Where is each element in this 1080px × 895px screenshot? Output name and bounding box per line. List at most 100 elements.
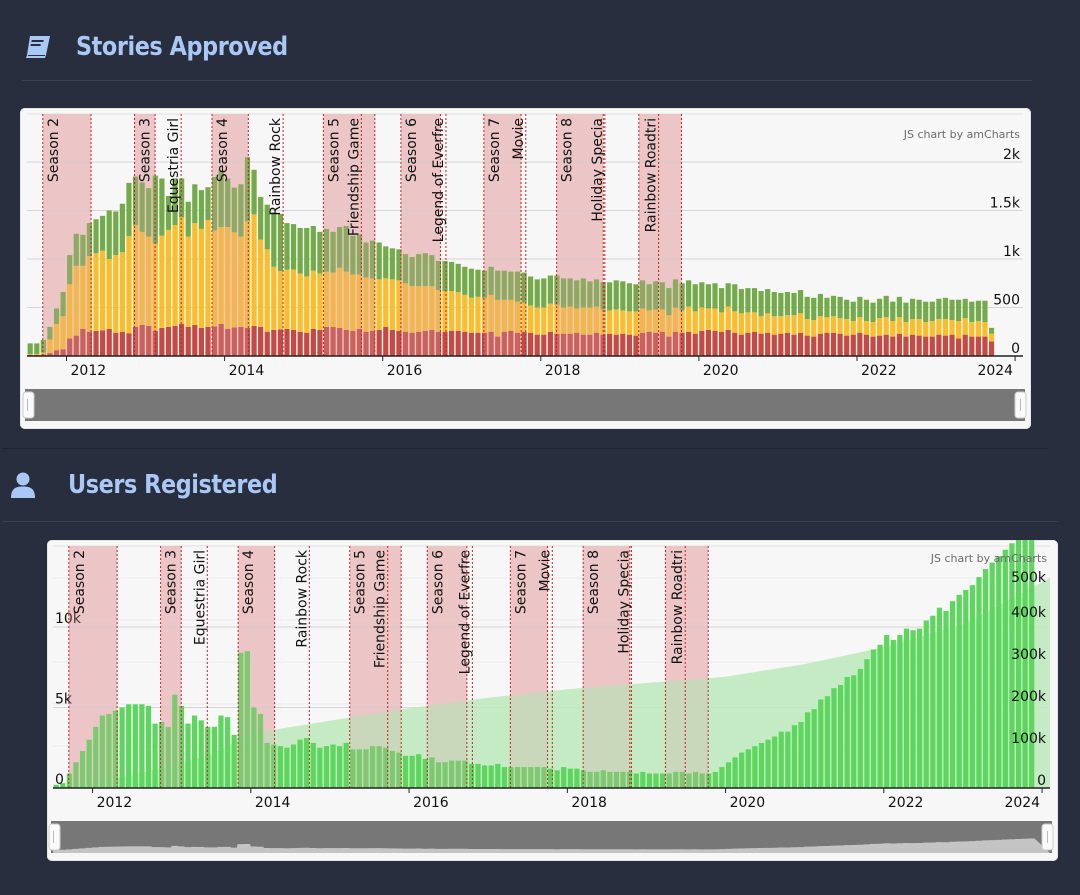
bar-mature (192, 184, 198, 224)
event-label: Rainbow Roadtri (644, 118, 660, 232)
bar-mature (396, 249, 402, 281)
bar-teen (765, 313, 771, 333)
bar-mature (238, 184, 244, 237)
event-label: Friendship Game (346, 118, 362, 236)
bar-teen (475, 296, 481, 333)
registration-bar (613, 771, 620, 788)
bar-everyone (646, 331, 652, 356)
bar-mature (317, 231, 323, 274)
registration-bar (185, 723, 191, 788)
bar-mature (923, 301, 929, 323)
registration-bar (811, 709, 817, 788)
bar-everyone (350, 330, 356, 356)
bar-mature (593, 279, 600, 307)
x-tick-label: 2020 (703, 363, 739, 379)
bar-teen (317, 273, 323, 330)
bar-mature (653, 281, 659, 310)
bar-mature (67, 255, 73, 285)
bar-mature (666, 288, 672, 316)
bar-mature (409, 257, 415, 287)
bar-everyone (330, 326, 336, 356)
bar-teen (844, 319, 850, 336)
registration-bar (112, 710, 119, 788)
bar-everyone (956, 338, 962, 356)
event-label: Season 8 (560, 118, 576, 182)
bar-mature (837, 296, 843, 319)
bar-mature (304, 227, 310, 277)
registration-bar (224, 717, 231, 788)
bar-everyone (60, 349, 66, 356)
event-label: Friendship Game (373, 550, 389, 668)
registration-bar (238, 652, 244, 788)
event-band-overlay (638, 114, 682, 356)
registration-bar (139, 704, 145, 788)
bar-everyone (633, 335, 639, 356)
bar-mature (639, 280, 646, 309)
bar-teen (449, 291, 455, 331)
registration-bar (923, 620, 929, 788)
bar-everyone (508, 330, 514, 356)
bar-everyone (86, 331, 93, 356)
event-label: Season 6 (404, 118, 420, 182)
y-tick-label: 500 (993, 293, 1020, 309)
bar-mature (132, 176, 139, 226)
event-band-overlay (160, 546, 182, 788)
bar-everyone (804, 335, 810, 356)
registration-bar (396, 752, 402, 788)
scrollbar[interactable] (22, 389, 1027, 421)
registration-bar (587, 771, 593, 788)
registration-bar (244, 651, 250, 788)
bar-teen (705, 308, 712, 330)
registration-bar (666, 773, 672, 788)
event-band-overlay (556, 114, 604, 356)
registration-bar (712, 771, 718, 788)
scrollbar-start-grip[interactable] (48, 823, 61, 851)
bar-mature (152, 175, 158, 244)
bar-teen (402, 283, 409, 332)
bar-mature (626, 283, 632, 312)
registration-bar (910, 630, 916, 788)
bar-everyone (837, 333, 843, 356)
bar-everyone (337, 327, 343, 356)
event-label: Season 2 (46, 118, 62, 182)
registration-bar (936, 607, 943, 788)
bar-teen (837, 318, 843, 334)
bar-mature (356, 234, 363, 275)
registration-bar (864, 659, 870, 788)
bar-mature (514, 271, 521, 302)
bar-mature (745, 288, 751, 313)
event-label: Season 5 (353, 550, 369, 614)
bar-teen (949, 320, 955, 335)
bar-everyone (396, 330, 402, 356)
bar-teen (238, 236, 244, 327)
event-band-overlay (323, 114, 375, 356)
bar-everyone (732, 332, 738, 356)
scrollbar[interactable] (48, 821, 1054, 853)
bar-everyone (659, 331, 665, 356)
x-tick-label: 2022 (888, 795, 924, 811)
x-tick-label: 2014 (229, 363, 265, 379)
bar-teen (271, 266, 277, 330)
bar-teen (541, 307, 547, 335)
bar-everyone (251, 325, 257, 356)
registration-bar (119, 707, 125, 788)
bar-teen (560, 307, 567, 334)
scrollbar-start-grip[interactable] (22, 391, 35, 419)
bar-teen (870, 322, 876, 337)
bar-everyone (198, 327, 204, 356)
bar-teen (877, 318, 883, 336)
bar-teen (811, 320, 817, 337)
registration-bar (943, 610, 949, 788)
bar-everyone (962, 334, 968, 356)
bar-mature (370, 240, 376, 279)
registration-bar (996, 556, 1002, 788)
bar-mature (225, 178, 231, 227)
registration-bar (422, 759, 428, 788)
bar-teen (745, 312, 751, 333)
scrollbar-track[interactable] (25, 389, 1025, 421)
event-label: Season 4 (215, 118, 231, 182)
bar-teen (198, 228, 204, 328)
registration-bar (79, 750, 86, 788)
bar-teen (211, 230, 218, 327)
event-label: Holiday Specia (590, 118, 606, 222)
